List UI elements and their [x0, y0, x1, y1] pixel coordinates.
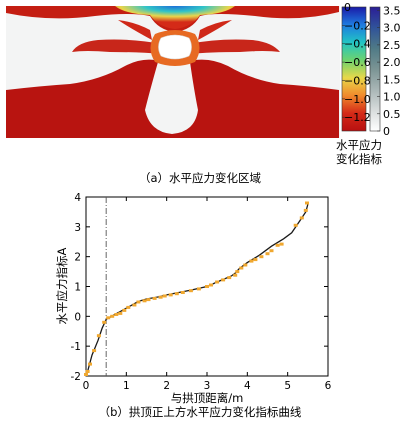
data-point [293, 223, 298, 227]
data-point [275, 243, 280, 247]
caption-b: （b）拱顶正上方水平应力变化指标曲线 [99, 405, 302, 419]
colorbar-left-tick-label: −0.6 [344, 56, 371, 69]
y-tick-label: -2 [71, 371, 81, 383]
data-point [265, 252, 270, 256]
caption-a: （a）水平应力变化区域 [139, 171, 262, 185]
data-point [136, 300, 141, 304]
data-point [85, 370, 90, 373]
data-point [235, 270, 240, 274]
y-tick-label: 1 [74, 282, 81, 294]
colorbar-left-tick-label: 0 [344, 1, 351, 14]
arm-upper-left [118, 20, 152, 40]
data-point [209, 283, 213, 287]
data-point [269, 249, 274, 253]
y-tick-label: -1 [71, 341, 81, 353]
data-point [88, 362, 92, 366]
data-point [303, 208, 308, 212]
data-point [299, 216, 304, 220]
colorbar-left-tick-label: −1.2 [344, 111, 371, 124]
colorbar-left-tick-label: −0.2 [344, 19, 371, 32]
x-tick-label: 5 [284, 380, 291, 392]
series-points [84, 201, 309, 376]
y-axis-ticks: -2 -1 0 1 2 3 4 [71, 192, 328, 383]
data-point [114, 313, 119, 316]
data-point [106, 316, 111, 320]
colorbar-right-tick-label: 0 [383, 125, 390, 138]
x-tick-label: 6 [325, 380, 332, 392]
data-point [196, 287, 201, 291]
data-point [92, 349, 97, 353]
arm-upper-right [198, 20, 232, 40]
data-point [188, 289, 193, 293]
colorbar-right-tick-label: 0.5 [383, 108, 400, 121]
tunnel-opening [158, 34, 192, 60]
x-axis-label: 与拱顶距离/m [171, 391, 244, 405]
left-stress-lobe [72, 39, 162, 54]
data-point [249, 259, 254, 263]
data-point [162, 294, 167, 298]
data-point [122, 308, 127, 312]
colorbar-right-tick-label: 1.0 [383, 91, 400, 104]
line-chart: 0 1 2 3 4 5 6 -2 -1 0 1 2 3 4 [71, 192, 332, 392]
data-point [227, 276, 232, 280]
data-point [84, 373, 88, 376]
data-point [146, 298, 151, 302]
colorbar-left [341, 6, 367, 132]
data-point [253, 258, 258, 262]
y-tick-label: 2 [74, 252, 81, 264]
colorbar-left-tick-label: −1.0 [344, 93, 371, 106]
x-axis-ticks: 0 1 2 3 4 5 6 [83, 197, 332, 392]
data-point [243, 263, 248, 267]
data-point [132, 303, 137, 307]
x-tick-label: 4 [244, 380, 251, 392]
colorbar-label-line1: 水平应力 [336, 138, 382, 152]
x-tick-label: 1 [123, 380, 130, 392]
colorbar-right-tick-label: 3.5 [383, 4, 400, 17]
data-point [168, 293, 173, 297]
colorbar-left-tick-label: −0.8 [344, 74, 371, 87]
data-point [126, 305, 131, 309]
contour-map [6, 6, 340, 138]
y-tick-label: 4 [74, 192, 81, 204]
colorbar-left-ticks: 0 −0.2 −0.4 −0.6 −0.8 −1.0 −1.2 [342, 1, 371, 124]
bottom-stress-region [6, 59, 339, 138]
data-point [118, 311, 123, 315]
data-point [233, 273, 238, 277]
right-stress-lobe [188, 39, 280, 54]
colorbar-right-tick-label: 2.5 [383, 39, 400, 52]
y-tick-label: 0 [74, 311, 81, 323]
y-axis-label: 水平应力指标A [55, 247, 69, 324]
data-point [174, 292, 179, 296]
x-tick-label: 2 [163, 380, 170, 392]
lower-opening [152, 64, 192, 130]
y-tick-label: 3 [74, 222, 81, 234]
data-point [110, 314, 115, 318]
data-point [180, 291, 185, 294]
data-point [158, 295, 163, 299]
x-tick-label: 0 [83, 380, 90, 392]
colorbar-label-line2: 变化指标 [336, 152, 382, 166]
data-point [221, 278, 226, 282]
data-point [215, 280, 220, 284]
colorbar-right-tick-label: 3.0 [383, 22, 400, 35]
data-point [102, 320, 107, 324]
colorbar-right-tick-label: 2.0 [383, 56, 400, 69]
top-arc-highlight [115, 6, 235, 29]
data-point [205, 285, 209, 288]
data-point [152, 296, 157, 300]
data-point [142, 299, 147, 303]
data-point [259, 255, 264, 259]
data-point [305, 201, 309, 205]
colorbar-right [369, 6, 381, 132]
colorbar-right-tick-label: 1.5 [383, 73, 400, 86]
x-tick-label: 3 [204, 380, 211, 392]
data-point [279, 242, 284, 246]
data-point [96, 334, 101, 338]
data-point [239, 266, 244, 270]
colorbar-right-ticks: 3.5 3.0 2.5 2.0 1.5 1.0 0.5 0 [377, 4, 400, 138]
colorbar-left-tick-label: −0.4 [344, 38, 371, 51]
